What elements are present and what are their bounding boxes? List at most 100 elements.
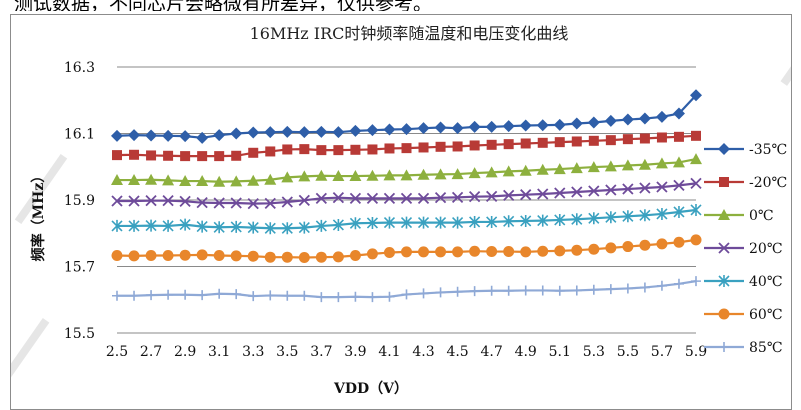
x-tick-label: 5.9: [685, 344, 707, 360]
data-point: [690, 203, 702, 216]
series-3: [111, 177, 702, 210]
data-point: [451, 122, 464, 135]
data-point: [196, 131, 209, 144]
data-point: [554, 285, 565, 296]
data-point: [571, 186, 583, 198]
data-point: [570, 117, 583, 130]
data-point: [129, 149, 140, 160]
data-point: [554, 213, 566, 226]
data-point: [417, 168, 430, 180]
y-tick-label: 16.3: [64, 60, 95, 76]
data-point: [503, 246, 515, 258]
y-axis-ticks: 15.5 15.7 15.9 16.1 16.3: [64, 60, 95, 342]
legend-item: 20℃: [704, 241, 782, 257]
data-point: [469, 286, 480, 297]
data-point: [621, 159, 634, 171]
data-point: [367, 292, 378, 303]
data-point: [299, 144, 310, 155]
data-point: [230, 127, 243, 140]
series-2: [111, 153, 702, 187]
x-tick-label: 2.5: [106, 344, 128, 360]
x-axis-ticks: 2.5 2.7 2.9 3.1 3.3 3.5 3.7 3.9 4.1 4.3 4.5 4.7 4.9 5…: [106, 344, 707, 360]
series-1: [112, 130, 701, 162]
data-point: [554, 245, 566, 257]
data-point: [281, 125, 294, 138]
data-point: [401, 246, 412, 258]
data-point: [366, 124, 379, 137]
data-point: [230, 250, 242, 262]
data-point: [264, 251, 276, 263]
data-point: [384, 291, 395, 302]
data-point: [639, 133, 650, 144]
data-point: [655, 110, 668, 123]
data-point: [146, 290, 157, 301]
data-point: [145, 173, 158, 185]
data-point: [486, 215, 498, 228]
data-point: [605, 284, 616, 295]
data-point: [162, 219, 174, 232]
data-point: [691, 130, 701, 141]
data-point: [298, 252, 310, 264]
data-point: [332, 218, 344, 231]
data-point: [265, 146, 276, 157]
data-point: [452, 246, 464, 258]
data-point: [247, 126, 260, 139]
y-tick-label: 15.7: [64, 260, 95, 276]
data-point: [111, 174, 123, 186]
data-point: [537, 285, 548, 296]
data-point: [315, 169, 328, 181]
data-point: [349, 124, 362, 137]
data-point: [639, 282, 650, 293]
data-point: [588, 185, 600, 197]
data-point: [622, 134, 633, 145]
data-point: [452, 286, 463, 297]
data-point: [230, 175, 243, 187]
data-point: [333, 145, 344, 156]
data-point: [452, 216, 464, 229]
data-point: [213, 197, 225, 209]
data-point: [417, 216, 430, 229]
x-tick-label: 3.3: [242, 344, 264, 360]
data-point: [435, 287, 446, 298]
data-point: [128, 129, 141, 142]
x-tick-label: 3.7: [310, 344, 332, 360]
data-point: [571, 136, 582, 147]
data-point: [366, 192, 379, 204]
legend-label: 85℃: [749, 340, 782, 356]
page-text-fragment: 测试数据，不同芯片会略微有所差异，仅供参考。: [14, 0, 433, 11]
data-point: [418, 246, 430, 258]
data-point: [315, 219, 327, 232]
data-point: [179, 195, 191, 207]
data-point: [128, 219, 140, 232]
data-point: [605, 211, 617, 224]
data-point: [111, 129, 123, 142]
data-point: [468, 167, 481, 179]
data-point: [673, 131, 684, 142]
data-point: [587, 161, 600, 173]
data-point: [213, 175, 226, 187]
data-point: [502, 165, 515, 177]
data-point: [230, 220, 242, 233]
data-point: [638, 158, 651, 170]
data-point: [639, 209, 651, 222]
data-point: [316, 292, 327, 303]
data-point: [400, 192, 413, 204]
data-point: [605, 242, 617, 254]
data-point: [383, 192, 396, 204]
data-point: [520, 138, 531, 149]
chart: 16MHz IRC时钟频率随温度和电压变化曲线 15.5 15.7 15.9 16.1…: [11, 24, 791, 397]
y-axis-label: 频率（MHz）: [30, 169, 47, 262]
data-point: [718, 143, 730, 155]
data-point: [264, 197, 276, 209]
data-point: [282, 290, 293, 301]
data-point: [434, 168, 447, 180]
data-point: [656, 280, 667, 291]
series-lines: [111, 89, 702, 303]
data-point: [503, 215, 515, 228]
legend-item: 0℃: [704, 208, 774, 224]
data-point: [214, 151, 225, 162]
data-point: [196, 249, 208, 261]
data-point: [128, 195, 140, 207]
data-point: [417, 122, 430, 135]
data-point: [434, 121, 447, 134]
